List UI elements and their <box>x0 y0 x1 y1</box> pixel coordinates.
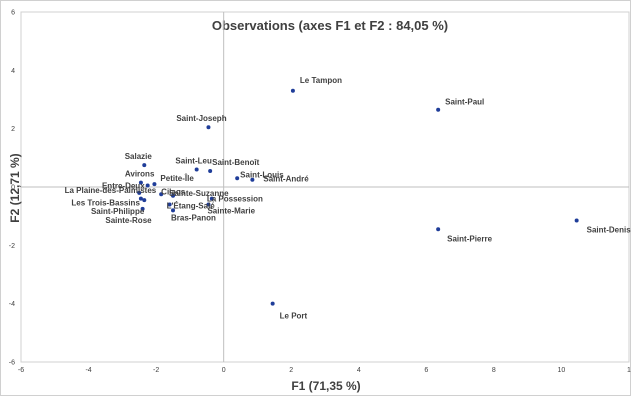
y-axis-title: F2 (12,71 %) <box>8 153 22 222</box>
point-label: Petite-Île <box>160 174 194 183</box>
data-points <box>137 88 579 306</box>
data-point <box>167 202 172 207</box>
data-point <box>574 218 579 223</box>
point-label: Sainte-Suzanne <box>169 189 229 198</box>
point-label: Saint-Philippe <box>91 207 145 216</box>
x-tick-label: 0 <box>222 367 226 374</box>
x-axis-title: F1 (71,35 %) <box>291 379 360 393</box>
point-label: Saint-Leu <box>175 157 212 166</box>
data-point <box>140 206 145 211</box>
data-point <box>206 125 211 130</box>
data-point <box>250 177 255 182</box>
y-tick-label: 0 <box>11 185 15 192</box>
y-tick-label: 6 <box>11 10 15 17</box>
data-point <box>436 107 441 112</box>
y-tick-label: -2 <box>9 243 15 250</box>
data-point <box>152 182 157 187</box>
point-label: Saint-Paul <box>445 98 484 107</box>
point-label: Le Tampon <box>300 76 342 85</box>
point-label: Les Trois-Bassins <box>71 199 140 208</box>
x-tick-label: 10 <box>558 367 566 374</box>
point-label: Avirons <box>125 170 155 179</box>
point-label: Saint-Joseph <box>176 114 226 123</box>
data-point <box>194 167 199 172</box>
x-tick-label: 1 <box>627 367 631 374</box>
x-tick-label: 8 <box>492 367 496 374</box>
x-tick-label: 2 <box>289 367 293 374</box>
point-label: Sainte-Rose <box>105 216 152 225</box>
y-tick-label: -6 <box>9 360 15 367</box>
data-point <box>209 196 214 201</box>
point-label: La Plaine-des-Palmistes <box>65 186 157 195</box>
x-tick-label: -6 <box>18 367 24 374</box>
data-point <box>171 208 175 213</box>
y-tick-label: -4 <box>9 301 15 308</box>
point-label: Saint-Pierre <box>447 234 492 243</box>
point-label: Entre-Deux <box>102 182 145 191</box>
data-point <box>142 163 147 168</box>
x-tick-labels: -6 -4 -2 0 2 4 6 8 10 1 <box>18 367 631 374</box>
y-tick-label: 4 <box>11 68 15 75</box>
point-label: La Possession <box>207 195 263 204</box>
data-point <box>138 196 143 201</box>
point-label: Bras-Panon <box>171 213 216 222</box>
point-label: Saint-André <box>263 175 309 184</box>
data-point <box>290 88 295 93</box>
data-point <box>145 183 150 188</box>
data-point <box>159 192 164 197</box>
chart-title: Observations (axes F1 et F2 : 84,05 %) <box>212 18 448 33</box>
point-label: Saint-Louis <box>240 170 284 179</box>
data-point <box>138 180 143 185</box>
x-tick-label: -4 <box>85 367 91 374</box>
data-point <box>436 227 441 232</box>
data-point <box>142 198 147 203</box>
data-point <box>208 168 213 173</box>
point-labels: Le Tampon Saint-Paul Saint-Joseph Salazie Sa… <box>65 76 631 321</box>
x-tick-label: 6 <box>424 367 428 374</box>
data-point <box>235 176 240 181</box>
point-label: Salazie <box>125 152 153 161</box>
y-tick-label: 2 <box>11 126 15 133</box>
point-label: Sainte-Marie <box>207 207 255 216</box>
data-point <box>206 202 211 207</box>
data-point <box>270 301 275 306</box>
point-label: Cilaos <box>161 187 186 196</box>
point-label: Saint-Denis <box>587 226 631 235</box>
data-point <box>171 193 175 198</box>
x-tick-label: -2 <box>153 367 159 374</box>
x-tick-label: 4 <box>357 367 361 374</box>
data-point <box>137 190 142 195</box>
y-tick-labels: -6 -4 -2 0 2 4 6 <box>9 10 15 367</box>
point-label: Saint-Benoît <box>212 158 259 167</box>
point-label: L'Étang-Salé <box>167 202 216 211</box>
point-label: Le Port <box>280 312 308 321</box>
